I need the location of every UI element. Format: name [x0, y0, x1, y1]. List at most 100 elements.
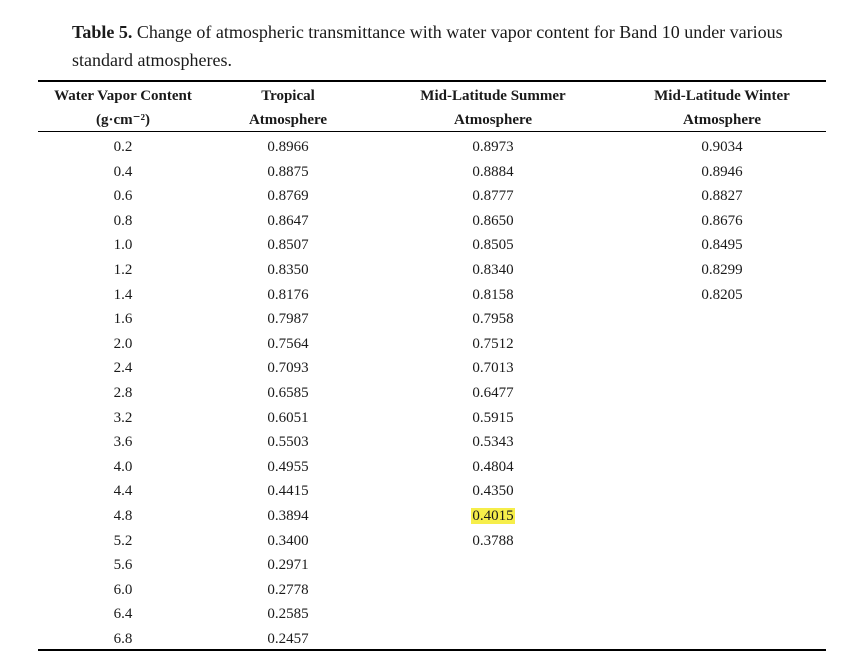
- cell-tropical: 0.3894: [267, 507, 309, 524]
- table-header-row: Water Vapor Content (g·cm⁻²) Tropical At…: [38, 84, 826, 132]
- cell-mid-latitude-winter: [618, 356, 826, 381]
- table-row: 0.4 0.8875 0.8884 0.8946: [38, 160, 826, 185]
- table-row: 3.6 0.5503 0.5343: [38, 430, 826, 455]
- cell-tropical: 0.6051: [267, 409, 309, 426]
- cell-mid-latitude-summer: 0.7958: [472, 311, 514, 328]
- cell-water-vapor: 4.8: [113, 507, 133, 524]
- cell-mid-latitude-winter: [618, 529, 826, 554]
- table-caption: Table 5. Change of atmospheric transmitt…: [72, 18, 812, 74]
- cell-mid-latitude-winter: 0.8495: [701, 237, 743, 254]
- cell-mid-latitude-winter: [618, 455, 826, 480]
- cell-tropical: 0.8875: [267, 163, 309, 180]
- cell-mid-latitude-summer: 0.8158: [472, 286, 514, 303]
- cell-mid-latitude-summer: 0.5915: [472, 409, 514, 426]
- cell-water-vapor: 4.0: [113, 458, 133, 475]
- table-row: 2.4 0.7093 0.7013: [38, 356, 826, 381]
- table-row: 4.8 0.3894 0.4015: [38, 504, 826, 529]
- cell-water-vapor: 2.4: [113, 360, 133, 377]
- cell-mid-latitude-summer: 0.8777: [472, 188, 514, 205]
- cell-tropical: 0.4415: [267, 483, 309, 500]
- table-row: 2.8 0.6585 0.6477: [38, 381, 826, 406]
- header-mid-latitude-summer: Mid-Latitude Summer Atmosphere: [420, 88, 566, 128]
- cell-mid-latitude-summer: 0.4015: [368, 504, 618, 529]
- table-bottom-rule: [38, 649, 826, 651]
- cell-water-vapor: 0.8: [113, 212, 133, 229]
- cell-mid-latitude-summer: 0.6477: [472, 384, 514, 401]
- cell-mid-latitude-summer: 0.3788: [472, 532, 514, 549]
- table-row: 6.0 0.2778: [38, 578, 826, 603]
- cell-tropical: 0.8647: [267, 212, 309, 229]
- cell-mid-latitude-summer: 0.5343: [472, 434, 514, 451]
- cell-mid-latitude-summer: [368, 578, 618, 603]
- cell-water-vapor: 4.4: [113, 483, 133, 500]
- cell-mid-latitude-summer: 0.8505: [472, 237, 514, 254]
- table-row: 4.4 0.4415 0.4350: [38, 479, 826, 504]
- cell-water-vapor: 5.6: [113, 557, 133, 574]
- cell-water-vapor: 2.8: [113, 384, 133, 401]
- cell-water-vapor: 6.8: [113, 630, 133, 647]
- table-row: 3.2 0.6051 0.5915: [38, 406, 826, 431]
- cell-water-vapor: 1.2: [113, 261, 133, 278]
- cell-mid-latitude-winter: 0.9034: [701, 139, 743, 155]
- table-caption-text: Change of atmospheric transmittance with…: [72, 22, 783, 70]
- cell-mid-latitude-winter: [618, 479, 826, 504]
- cell-tropical: 0.6585: [267, 384, 309, 401]
- cell-mid-latitude-winter: [618, 406, 826, 431]
- cell-tropical: 0.7093: [267, 360, 309, 377]
- cell-water-vapor: 1.0: [113, 237, 133, 254]
- table-row: 1.0 0.8507 0.8505 0.8495: [38, 233, 826, 258]
- cell-mid-latitude-winter: 0.8946: [701, 163, 743, 180]
- table-row: 1.6 0.7987 0.7958: [38, 307, 826, 332]
- table-row: 0.8 0.8647 0.8650 0.8676: [38, 209, 826, 234]
- cell-mid-latitude-winter: 0.8299: [701, 261, 743, 278]
- cell-mid-latitude-summer: [368, 627, 618, 652]
- highlighted-value: 0.4015: [471, 507, 515, 524]
- cell-tropical: 0.2457: [267, 630, 309, 647]
- header-water-vapor: Water Vapor Content (g·cm⁻²): [54, 88, 192, 128]
- table-row: 2.0 0.7564 0.7512: [38, 332, 826, 357]
- table-label: Table 5.: [72, 22, 133, 42]
- table-row: 5.6 0.2971: [38, 553, 826, 578]
- table-header-rule: [38, 131, 826, 132]
- cell-mid-latitude-winter: [618, 381, 826, 406]
- cell-mid-latitude-summer: [368, 553, 618, 578]
- cell-mid-latitude-winter: [618, 307, 826, 332]
- cell-mid-latitude-summer: 0.4804: [472, 458, 514, 475]
- cell-mid-latitude-winter: 0.8205: [701, 286, 743, 303]
- cell-mid-latitude-winter: 0.8827: [701, 188, 743, 205]
- cell-water-vapor: 3.2: [113, 409, 133, 426]
- cell-water-vapor: 0.2: [113, 139, 133, 155]
- cell-tropical: 0.8350: [267, 261, 309, 278]
- cell-tropical: 0.2585: [267, 606, 309, 623]
- cell-tropical: 0.3400: [267, 532, 309, 549]
- table-row: 4.0 0.4955 0.4804: [38, 455, 826, 480]
- cell-tropical: 0.7987: [267, 311, 309, 328]
- table-row: 0.2 0.8966 0.8973 0.9034: [38, 132, 826, 160]
- header-tropical: Tropical Atmosphere: [248, 88, 328, 128]
- cell-tropical: 0.5503: [267, 434, 309, 451]
- cell-mid-latitude-summer: 0.8340: [472, 261, 514, 278]
- cell-water-vapor: 0.6: [113, 188, 133, 205]
- header-mid-latitude-winter: Mid-Latitude Winter Atmosphere: [654, 88, 790, 128]
- cell-water-vapor: 2.0: [113, 335, 133, 352]
- cell-water-vapor: 1.6: [113, 311, 133, 328]
- table-row: 1.4 0.8176 0.8158 0.8205: [38, 283, 826, 308]
- cell-tropical: 0.2778: [267, 581, 309, 598]
- cell-mid-latitude-summer: 0.8884: [472, 163, 514, 180]
- table-row: 6.8 0.2457: [38, 627, 826, 652]
- table-body: 0.2 0.8966 0.8973 0.9034 0.4 0.8875 0.8884 0.89…: [38, 132, 826, 651]
- cell-water-vapor: 0.4: [113, 163, 133, 180]
- cell-mid-latitude-summer: 0.4350: [472, 483, 514, 500]
- cell-tropical: 0.8176: [267, 286, 309, 303]
- cell-tropical: 0.2971: [267, 557, 309, 574]
- cell-water-vapor: 3.6: [113, 434, 133, 451]
- cell-tropical: 0.7564: [267, 335, 309, 352]
- cell-tropical: 0.8966: [267, 139, 309, 155]
- table-top-rule: [38, 80, 826, 82]
- cell-mid-latitude-winter: [618, 553, 826, 578]
- cell-mid-latitude-winter: [618, 504, 826, 529]
- table-row: 0.6 0.8769 0.8777 0.8827: [38, 184, 826, 209]
- cell-mid-latitude-winter: [618, 332, 826, 357]
- table-row: 5.2 0.3400 0.3788: [38, 529, 826, 554]
- cell-tropical: 0.8507: [267, 237, 309, 254]
